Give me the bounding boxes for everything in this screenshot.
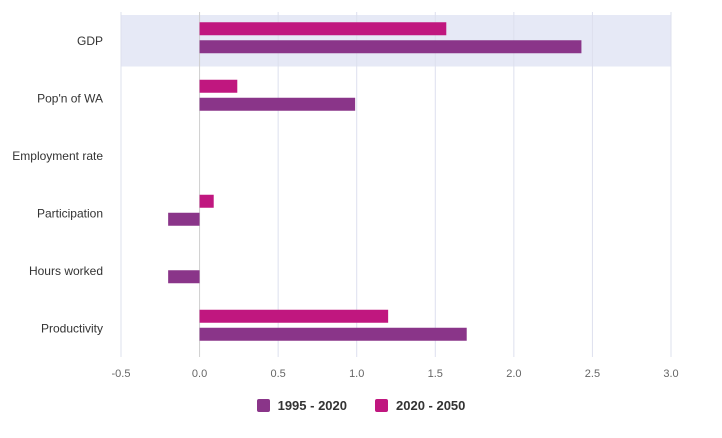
x-tick-label-2-0: 2.0 bbox=[506, 368, 521, 380]
bar-productivity-1995-2020 bbox=[199, 327, 467, 341]
x-tick-label-0-5: 0.5 bbox=[270, 368, 285, 380]
bar-participation-1995-2020 bbox=[168, 212, 200, 226]
category-label-employment-rate: Employment rate bbox=[12, 149, 103, 163]
legend-swatch-1995-2020 bbox=[256, 399, 270, 412]
category-label-pop-n-of-wa: Pop'n of WA bbox=[37, 91, 103, 105]
x-tick-label-1-0: 1.0 bbox=[349, 368, 364, 380]
legend-label-2020-2050: 2020 - 2050 bbox=[396, 398, 466, 413]
x-tick-label-2-5: 2.5 bbox=[585, 368, 600, 380]
x-tick-label-0-0: 0.0 bbox=[192, 368, 207, 380]
bar-gdp-2020-2050 bbox=[199, 22, 447, 36]
bar-participation-2020-2050 bbox=[199, 194, 214, 208]
legend-swatch-2020-2050 bbox=[375, 399, 388, 412]
bar-gdp-1995-2020 bbox=[199, 40, 582, 54]
legend-item-2020-2050[interactable]: 2020 - 2050 bbox=[375, 398, 465, 413]
bar-pop-n-of-wa-1995-2020 bbox=[199, 97, 356, 111]
label-layer: -0.5 0.0 0.5 1.0 1.5 2.0 2.5 3.0 GDP Pop'n of WA E… bbox=[12, 34, 678, 380]
bar-layer bbox=[168, 22, 582, 341]
chart-legend: 1995 - 2020 2020 - 2050 bbox=[0, 398, 722, 413]
category-label-participation: Participation bbox=[37, 206, 103, 220]
x-tick-label-1-5: 1.5 bbox=[428, 368, 443, 380]
bar-chart: -0.5 0.0 0.5 1.0 1.5 2.0 2.5 3.0 GDP Pop'n of WA E… bbox=[12, 12, 679, 380]
bar-hours-worked-1995-2020 bbox=[168, 270, 200, 284]
category-label-productivity: Productivity bbox=[41, 321, 103, 335]
bar-pop-n-of-wa-2020-2050 bbox=[199, 79, 238, 93]
bar-productivity-2020-2050 bbox=[199, 309, 389, 323]
category-label-gdp: GDP bbox=[77, 34, 103, 48]
x-tick-label-3-0: 3.0 bbox=[663, 368, 678, 380]
legend-label-1995-2020: 1995 - 2020 bbox=[277, 398, 347, 413]
x-tick-label-0-5: -0.5 bbox=[112, 368, 131, 380]
legend-item-1995-2020[interactable]: 1995 - 2020 bbox=[256, 398, 347, 413]
category-label-hours-worked: Hours worked bbox=[29, 264, 103, 278]
grid-layer bbox=[120, 12, 672, 357]
